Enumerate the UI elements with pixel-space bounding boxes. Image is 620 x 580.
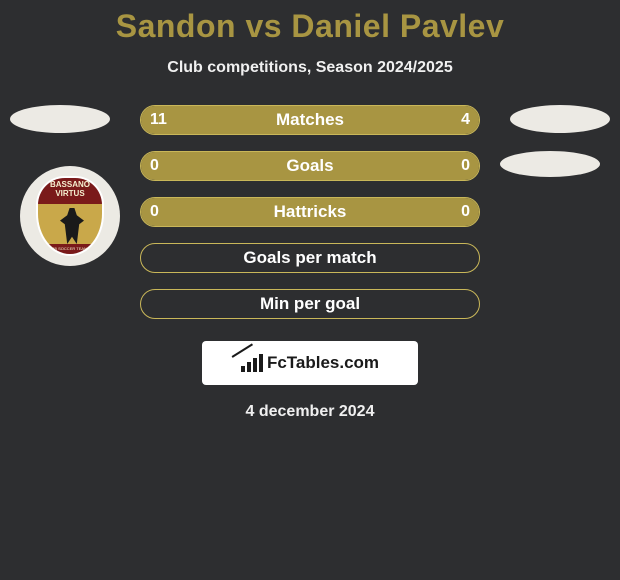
crest-bottom: 55 SOCCER TEAM [38,244,102,254]
subtitle: Club competitions, Season 2024/2025 [0,59,620,77]
team-crest-left: BASSANO VIRTUS 55 SOCCER TEAM [20,166,120,266]
team-placeholder-left [10,105,110,133]
stat-bar [140,243,480,273]
stat-value-right: 0 [461,197,470,227]
crest-top: BASSANO VIRTUS [38,178,102,204]
stat-bar [140,105,480,135]
stat-value-left: 11 [150,105,167,135]
stat-value-right: 0 [461,151,470,181]
stat-value-left: 0 [150,197,159,227]
bar-chart-icon [241,354,263,372]
stat-bar [140,197,480,227]
page-title: Sandon vs Daniel Pavlev [0,8,620,45]
stat-row: Min per goal [0,289,620,335]
crest-text-2: VIRTUS [38,190,102,199]
logo-text: FcTables.com [267,353,379,373]
stat-value-left: 0 [150,151,159,181]
attribution-logo: FcTables.com [202,341,418,385]
stat-value-right: 4 [461,105,470,135]
stat-bar-fill [141,106,479,134]
team-placeholder-right [500,151,600,177]
stat-bar [140,289,480,319]
stat-row: Matches114 [0,105,620,151]
date-label: 4 december 2024 [0,403,620,421]
comparison-widget: Sandon vs Daniel Pavlev Club competition… [0,0,620,421]
stat-bar-fill [141,152,479,180]
stat-bar [140,151,480,181]
stat-bar-fill [141,198,479,226]
team-placeholder-right [510,105,610,133]
crest-shield: BASSANO VIRTUS 55 SOCCER TEAM [36,176,104,256]
